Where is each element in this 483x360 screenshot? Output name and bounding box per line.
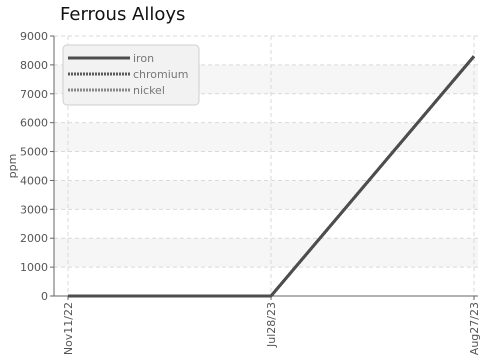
y-tick-label: 4000 [20,174,48,187]
legend-label-chromium: chromium [133,68,189,81]
y-tick-label: 0 [41,290,48,303]
y-tick-label: 2000 [20,232,48,245]
y-ticks: 0 1000 2000 3000 4000 5000 6000 7000 8000 9000 [20,30,54,303]
y-tick-label: 9000 [20,30,48,43]
y-tick-label: 5000 [20,146,48,159]
plot-band [54,238,478,267]
y-tick-label: 3000 [20,203,48,216]
plot-band [54,180,478,209]
y-tick-label: 6000 [20,117,48,130]
y-tick-label: 7000 [20,88,48,101]
x-tick-label: Aug27/23 [468,302,481,355]
legend-label-nickel: nickel [133,84,165,97]
y-tick-label: 8000 [20,59,48,72]
y-axis-title: ppm [6,154,19,179]
legend-label-iron: iron [133,52,154,65]
x-ticks: Nov11/22 Jul28/23 Aug27/23 [62,296,481,355]
x-tick-label: Nov11/22 [62,302,75,355]
y-tick-label: 1000 [20,261,48,274]
legend: iron chromium nickel [63,45,199,105]
x-tick-label: Jul28/23 [265,302,278,348]
